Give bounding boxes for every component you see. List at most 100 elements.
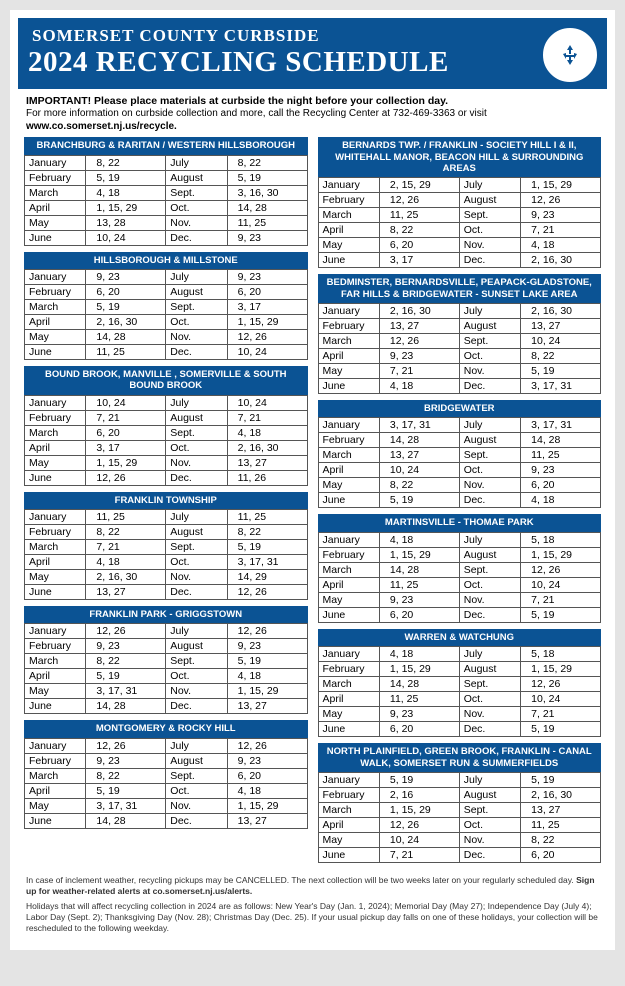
month-cell: August [166,753,227,768]
month-cell: May [25,455,86,470]
month-cell: March [318,334,379,349]
month-cell: May [318,364,379,379]
dates-cell: 3, 17, 31 [227,555,307,570]
month-cell: Nov. [459,707,520,722]
month-cell: January [318,418,379,433]
month-cell: Sept. [459,803,520,818]
month-cell: Sept. [459,208,520,223]
table-row: April3, 17Oct.2, 16, 30 [25,440,308,455]
dates-cell: 8, 22 [86,654,166,669]
month-cell: Nov. [166,684,227,699]
dates-cell: 5, 19 [227,654,307,669]
table-row: June14, 28Dec.13, 27 [25,813,308,828]
dates-cell: 7, 21 [521,223,601,238]
table-row: April5, 19Oct.4, 18 [25,669,308,684]
month-cell: February [318,193,379,208]
dates-cell: 14, 28 [379,433,459,448]
month-cell: January [318,647,379,662]
dates-cell: 12, 26 [86,738,166,753]
dates-cell: 12, 26 [227,624,307,639]
schedule-table: January2, 16, 30July2, 16, 30February13,… [318,303,602,394]
table-row: February14, 28August14, 28 [318,433,601,448]
dates-cell: 10, 24 [227,395,307,410]
month-cell: June [25,470,86,485]
month-cell: April [318,692,379,707]
dates-cell: 9, 23 [379,707,459,722]
month-cell: August [166,410,227,425]
month-cell: Oct. [166,555,227,570]
month-cell: July [166,155,227,170]
dates-cell: 6, 20 [227,284,307,299]
table-row: April1, 15, 29Oct.14, 28 [25,200,308,215]
table-row: May8, 22Nov.6, 20 [318,478,601,493]
month-cell: July [166,624,227,639]
dates-cell: 9, 23 [379,592,459,607]
dates-cell: 4, 18 [86,555,166,570]
dates-cell: 7, 21 [521,592,601,607]
table-row: March8, 22Sept.5, 19 [25,654,308,669]
table-row: February9, 23August9, 23 [25,753,308,768]
dates-cell: 10, 24 [521,577,601,592]
dates-cell: 6, 20 [86,284,166,299]
month-cell: April [25,314,86,329]
dates-cell: 6, 20 [86,425,166,440]
month-cell: May [318,833,379,848]
month-cell: January [318,304,379,319]
month-cell: April [25,200,86,215]
table-row: June11, 25Dec.10, 24 [25,344,308,359]
table-row: January12, 26July12, 26 [25,738,308,753]
dates-cell: 9, 23 [86,639,166,654]
dates-cell: 1, 15, 29 [86,455,166,470]
dates-cell: 8, 22 [86,155,166,170]
schedule-table: January11, 25July11, 25February8, 22Augu… [24,509,308,600]
month-cell: Nov. [166,329,227,344]
month-cell: August [166,170,227,185]
header-band: SOMERSET COUNTY CURBSIDE 2024 RECYCLING … [18,18,607,89]
dates-cell: 11, 25 [521,448,601,463]
dates-cell: 2, 16, 30 [379,304,459,319]
dates-cell: 8, 22 [86,768,166,783]
table-row: April2, 16, 30Oct.1, 15, 29 [25,314,308,329]
dates-cell: 10, 24 [86,395,166,410]
month-cell: May [318,707,379,722]
dates-cell: 10, 24 [379,833,459,848]
table-row: June7, 21Dec.6, 20 [318,848,601,863]
table-row: February8, 22August8, 22 [25,525,308,540]
dates-cell: 5, 19 [86,783,166,798]
table-row: March7, 21Sept.5, 19 [25,540,308,555]
month-cell: July [459,304,520,319]
schedule-table: January12, 26July12, 26February9, 23Augu… [24,738,308,829]
month-cell: May [25,570,86,585]
table-row: June3, 17Dec.2, 16, 30 [318,253,601,268]
dates-cell: 6, 20 [521,848,601,863]
dates-cell: 3, 17, 31 [521,418,601,433]
dates-cell: 13, 28 [86,215,166,230]
right-column: BERNARDS TWP. / FRANKLIN - SOCIETY HILL … [318,137,602,869]
month-cell: August [166,284,227,299]
table-row: April9, 23Oct.8, 22 [318,349,601,364]
month-cell: Oct. [459,349,520,364]
month-cell: March [25,185,86,200]
dates-cell: 7, 21 [379,848,459,863]
dates-cell: 4, 18 [227,783,307,798]
month-cell: Sept. [459,562,520,577]
dates-cell: 11, 25 [86,510,166,525]
month-cell: Oct. [166,669,227,684]
month-cell: February [25,410,86,425]
dates-cell: 12, 26 [86,624,166,639]
table-row: January8, 22July8, 22 [25,155,308,170]
schedule-block: NORTH PLAINFIELD, GREEN BROOK, FRANKLIN … [318,743,602,863]
month-cell: Nov. [459,238,520,253]
dates-cell: 9, 23 [86,269,166,284]
block-header: MARTINSVILLE - THOMAE PARK [318,514,602,531]
dates-cell: 12, 26 [379,818,459,833]
table-row: March12, 26Sept.10, 24 [318,334,601,349]
table-row: February9, 23August9, 23 [25,639,308,654]
table-row: May9, 23Nov.7, 21 [318,592,601,607]
month-cell: June [25,230,86,245]
dates-cell: 7, 21 [227,410,307,425]
dates-cell: 12, 26 [227,585,307,600]
month-cell: June [318,253,379,268]
table-row: January4, 18July5, 18 [318,532,601,547]
dates-cell: 5, 19 [521,773,601,788]
